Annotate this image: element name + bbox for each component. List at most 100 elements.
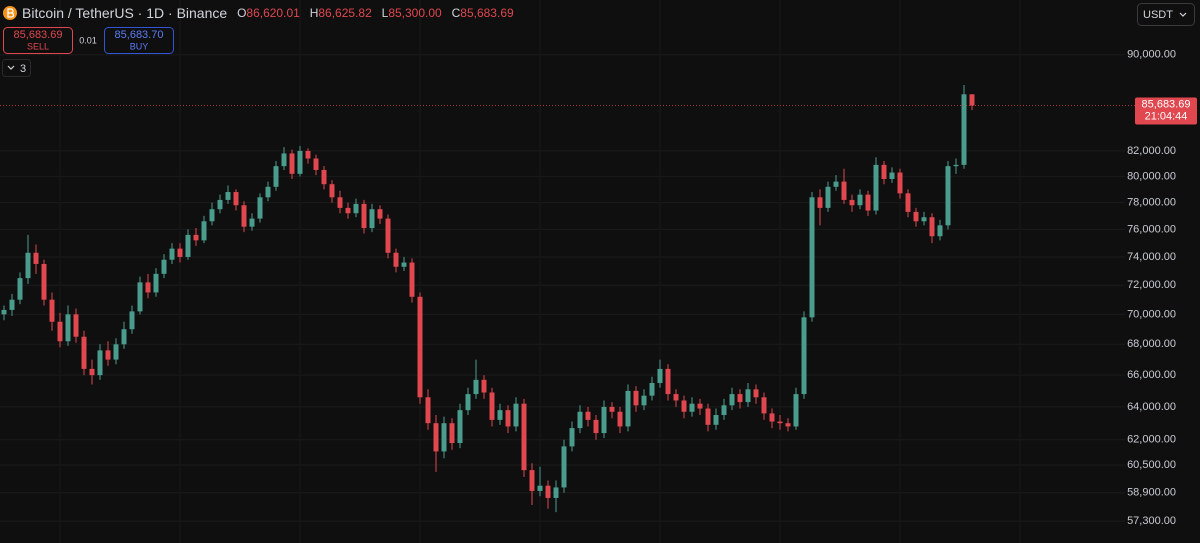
y-tick-label: 60,500.00 — [1127, 459, 1176, 471]
y-tick-label: 64,000.00 — [1127, 401, 1176, 413]
candle-body — [521, 403, 527, 471]
candle-body — [761, 397, 767, 414]
candle-body — [553, 487, 559, 498]
candle-body — [497, 410, 503, 420]
candle-body — [601, 406, 607, 434]
sell-label[interactable]: SELL — [27, 41, 49, 51]
candle-body — [73, 314, 79, 337]
candle-body — [281, 153, 287, 167]
candle-body — [913, 211, 919, 222]
ohlc-label: C — [452, 6, 461, 20]
candle-body — [337, 197, 343, 208]
buy-price[interactable]: 85,683.70 — [115, 29, 164, 41]
ohlc-label: O — [237, 6, 246, 20]
y-tick-label: 80,000.00 — [1127, 170, 1176, 182]
candle-body — [161, 259, 167, 274]
y-tick-label: 90,000.00 — [1127, 49, 1176, 61]
candle-body — [753, 389, 759, 398]
candle-body — [713, 415, 719, 425]
symbol: Bitcoin / TetherUS · 1D · Binance — [22, 5, 227, 21]
candle-body — [121, 329, 127, 345]
candle-body — [721, 405, 727, 416]
candle-body — [433, 423, 439, 452]
candle-body — [321, 169, 327, 185]
candle-body — [393, 252, 399, 267]
candle-body — [289, 153, 295, 174]
candle-body — [825, 186, 831, 208]
candle-body — [129, 311, 135, 330]
candle-body — [953, 164, 959, 167]
y-tick-label: 74,000.00 — [1127, 251, 1176, 263]
candle-body — [201, 221, 207, 241]
candle-body — [81, 336, 87, 369]
candle-body — [673, 394, 679, 401]
candle-body — [369, 209, 375, 229]
candle-body — [49, 299, 55, 322]
candle-body — [609, 406, 615, 412]
candle-body — [969, 94, 975, 106]
candle-body — [193, 234, 199, 241]
candle-body — [745, 389, 751, 403]
candle-body — [257, 197, 263, 219]
candle-body — [177, 248, 183, 257]
spread: 0.01 — [79, 35, 97, 45]
candle-body — [265, 186, 271, 198]
candle-body — [809, 197, 815, 318]
symbol-line: Bitcoin / TetherUS · 1D · Binance O86,62… — [22, 5, 514, 21]
candle-body — [209, 209, 215, 222]
candle-body — [665, 368, 671, 395]
candle-body — [857, 194, 863, 206]
candle-body — [937, 225, 943, 237]
candle-body — [489, 392, 495, 420]
buy-button[interactable]: 85,683.70 BUY — [104, 27, 174, 54]
candle-body — [33, 252, 39, 264]
candle-body — [457, 410, 463, 444]
candle-body — [633, 390, 639, 406]
indicators-toggle[interactable]: 3 — [2, 59, 31, 77]
currency-box[interactable] — [1137, 3, 1195, 26]
toggle-box[interactable] — [2, 59, 31, 77]
candle-body — [169, 248, 175, 260]
buy-box[interactable] — [104, 27, 174, 54]
candle-body — [449, 423, 455, 444]
candle-body — [849, 199, 855, 206]
ohlc-value: 85,300.00 — [388, 6, 442, 20]
currency-button[interactable]: USDT — [1137, 3, 1195, 26]
candle-body — [233, 192, 239, 206]
buy-label[interactable]: BUY — [130, 41, 149, 51]
candle-body — [681, 400, 687, 412]
last-price-box — [1135, 97, 1197, 125]
candle-body — [881, 164, 887, 180]
candle-body — [329, 184, 335, 198]
candle-body — [817, 197, 823, 208]
candle-body — [473, 379, 479, 395]
last-price-label: 85,683.69 — [1142, 98, 1191, 110]
chevron — [7, 65, 15, 70]
candle-body — [537, 485, 543, 491]
candle-body — [401, 262, 407, 267]
sell-button[interactable]: 85,683.69 SELL — [3, 27, 73, 54]
candle-body — [729, 394, 735, 406]
countdown: 21:04:44 — [1145, 110, 1188, 122]
y-tick-label: 58,900.00 — [1127, 487, 1176, 499]
candle-body — [345, 207, 351, 214]
candle-body — [97, 350, 103, 376]
y-tick-label: 70,000.00 — [1127, 308, 1176, 320]
candle-body — [41, 263, 47, 300]
candle-body — [385, 218, 391, 253]
candle-body — [249, 218, 255, 227]
sell-price[interactable]: 85,683.69 — [14, 29, 63, 41]
candle-body — [545, 485, 551, 498]
ohlc-value: 86,620.01 — [246, 6, 300, 20]
candle-body — [217, 199, 223, 210]
sell-box[interactable] — [3, 27, 73, 54]
y-tick-label: 72,000.00 — [1127, 279, 1176, 291]
candle-body — [649, 382, 655, 396]
candle-body — [577, 411, 583, 429]
currency[interactable]: USDT — [1143, 9, 1173, 21]
toggle-count[interactable]: 3 — [20, 63, 26, 75]
candle-body — [297, 150, 303, 174]
